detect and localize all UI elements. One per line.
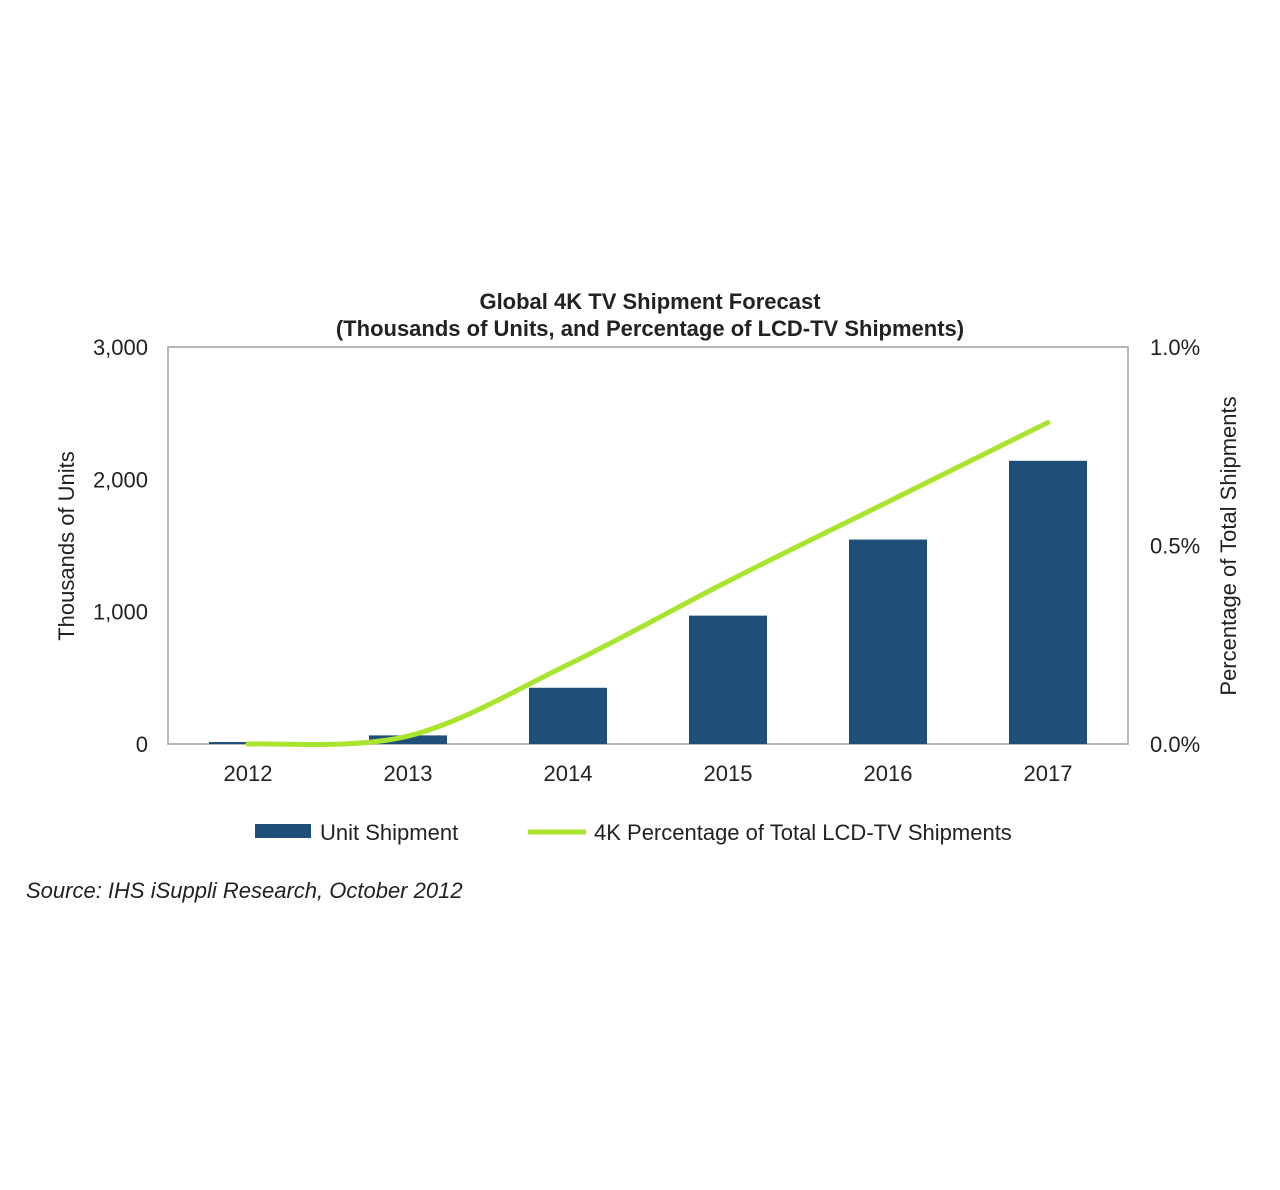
- y2-axis-tick-labels: 0.0% 0.5% 1.0%: [1150, 335, 1200, 757]
- plot-area-frame: [167, 346, 1129, 745]
- x-axis-tick-labels: 2012 2013 2014 2015 2016 2017: [224, 761, 1073, 786]
- y-tick-label: 2,000: [93, 467, 148, 492]
- y-tick-label: 3,000: [93, 335, 148, 360]
- x-tick-label-2013: 2013: [384, 761, 433, 786]
- line-layer: [245, 419, 1051, 748]
- y-tick-label: 0: [136, 732, 148, 757]
- y-axis-tick-labels: 0 1,000 2,000 3,000: [93, 335, 148, 757]
- chart-title: Global 4K TV Shipment Forecast: [479, 289, 821, 314]
- chart-subtitle: (Thousands of Units, and Percentage of L…: [336, 316, 964, 341]
- bar-2014: [529, 687, 607, 744]
- legend: Unit Shipment 4K Percentage of Total LCD…: [255, 820, 1012, 845]
- y-tick-label: 1,000: [93, 600, 148, 625]
- x-tick-label-2015: 2015: [704, 761, 753, 786]
- legend-swatch-unit-shipment: [255, 824, 311, 838]
- y2-axis-title: Percentage of Total Shipments: [1216, 396, 1241, 695]
- legend-label-4k-percentage: 4K Percentage of Total LCD-TV Shipments: [594, 820, 1012, 845]
- x-tick-label-2014: 2014: [544, 761, 593, 786]
- y2-tick-label: 1.0%: [1150, 335, 1200, 360]
- x-tick-label-2016: 2016: [864, 761, 913, 786]
- bars-layer: [209, 460, 1087, 744]
- bar-2013: [369, 735, 447, 744]
- line-4k-percentage: [245, 419, 1051, 748]
- y2-tick-label: 0.0%: [1150, 732, 1200, 757]
- y-axis-title: Thousands of Units: [54, 451, 79, 641]
- x-tick-label-2017: 2017: [1024, 761, 1073, 786]
- source-note: Source: IHS iSuppli Research, October 20…: [26, 878, 463, 903]
- bar-2016: [849, 539, 927, 744]
- x-tick-label-2012: 2012: [224, 761, 273, 786]
- legend-label-unit-shipment: Unit Shipment: [320, 820, 458, 845]
- bar-2015: [689, 615, 767, 744]
- bar-2017: [1009, 460, 1087, 744]
- y2-tick-label: 0.5%: [1150, 534, 1200, 559]
